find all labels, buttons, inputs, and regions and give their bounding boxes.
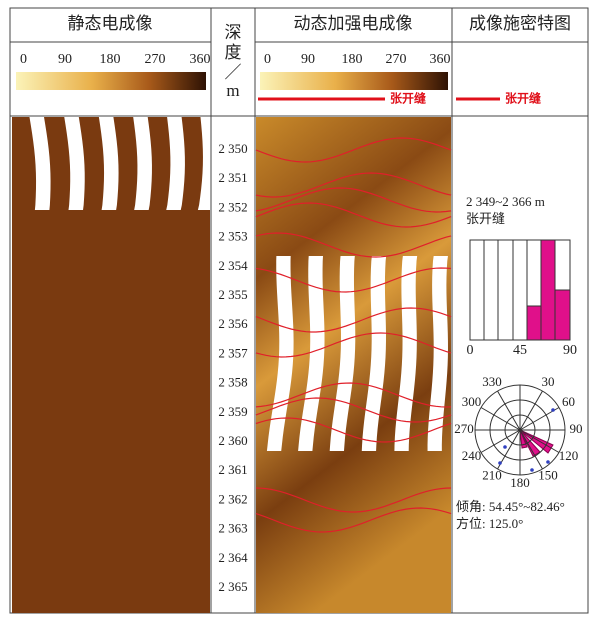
depth-label: 2 365 [218, 579, 247, 594]
depth-label: 2 364 [218, 550, 248, 565]
image-gap [329, 256, 362, 451]
azimuth: 方位: 125.0° [456, 516, 523, 531]
depth-label: 2 360 [218, 433, 247, 448]
depth-label: 2 350 [218, 141, 247, 156]
depth-label: 2 362 [218, 491, 247, 506]
histogram [469, 239, 571, 341]
header-depth: m [226, 81, 239, 100]
header-depth: ／ [225, 63, 242, 82]
image-gap [86, 117, 119, 210]
fracture-trace [255, 232, 452, 258]
dip: 倾角: 54.45°~82.46° [456, 499, 565, 514]
legend-label: 张开缝 [390, 91, 426, 106]
rose-spoke [519, 429, 543, 470]
depth-label: 2 357 [218, 345, 248, 360]
header-static: 静态电成像 [68, 14, 153, 33]
rose-label: 60 [562, 394, 575, 409]
fracture-trace [255, 382, 452, 408]
colorbar-tick: 0 [20, 52, 27, 67]
depth-label: 2 363 [218, 521, 247, 536]
image-gap [361, 256, 394, 451]
rose-label: 330 [482, 374, 502, 389]
depth-label: 2 352 [218, 199, 247, 214]
colorbar-tick: 270 [386, 52, 407, 67]
depth-label: 2 354 [218, 258, 248, 273]
colorbar-tick: 360 [190, 52, 211, 67]
histogram-tick: 45 [513, 343, 527, 358]
depth-label: 2 351 [218, 170, 247, 185]
header-feature: 成像施密特图 [469, 14, 571, 33]
rose-spoke [519, 390, 543, 431]
rose-label: 240 [462, 448, 482, 463]
image-gap [54, 117, 85, 210]
fracture-trace [255, 267, 452, 293]
image-gap [119, 117, 152, 210]
depth-label: 2 353 [218, 229, 247, 244]
colorbar-tick: 90 [301, 52, 315, 67]
rose-label: 300 [462, 394, 482, 409]
rose-label: 210 [482, 468, 502, 483]
fracture-trace [255, 137, 452, 163]
depth-label: 2 359 [218, 404, 247, 419]
rose-spokes [475, 385, 565, 475]
legend-label: 张开缝 [505, 91, 541, 106]
image-gap [297, 256, 328, 451]
fracture-trace [255, 397, 452, 423]
rose-dot [546, 460, 550, 464]
fracture-trace [255, 187, 452, 213]
colorbar-tick: 0 [264, 52, 271, 67]
depth-label: 2 356 [218, 316, 248, 331]
rose-spoke [480, 407, 521, 431]
rose-label: 180 [510, 475, 530, 490]
images [12, 117, 452, 613]
depth-label: 2 361 [218, 462, 247, 477]
fracture-trace [255, 332, 452, 358]
fracture-trace [255, 172, 452, 198]
histogram-tick: 0 [467, 343, 474, 358]
colorbar [260, 72, 448, 90]
header-depth: 度 [225, 43, 242, 62]
image-gap [394, 256, 427, 451]
depth-label: 2 358 [218, 375, 247, 390]
feature: 张开缝 [466, 211, 505, 226]
fracture-trace [255, 307, 452, 333]
header-depth: 深 [225, 23, 242, 42]
image-gap [186, 117, 210, 210]
rose-label: 120 [559, 448, 579, 463]
histogram-tick: 90 [563, 343, 577, 358]
rose-label: 150 [538, 468, 558, 483]
fracture-trace [255, 507, 452, 533]
colorbar [16, 72, 206, 90]
rose-label: 270 [454, 421, 474, 436]
colorbar-tick: 270 [145, 52, 166, 67]
interval: 2 349~2 366 m [466, 194, 545, 209]
image-gap [266, 256, 295, 451]
image-gap [427, 256, 451, 451]
rose-spoke [519, 429, 560, 453]
colorbar-tick: 180 [342, 52, 363, 67]
rose-dot [551, 408, 555, 412]
rose-dot [498, 461, 502, 465]
rose-dot [530, 468, 534, 472]
depth-label: 2 355 [218, 287, 247, 302]
image-gap [152, 117, 185, 210]
fracture-trace [255, 202, 452, 228]
fracture-trace [255, 417, 452, 443]
colorbar-tick: 360 [430, 52, 451, 67]
rose-label: 90 [570, 421, 583, 436]
image-gap [22, 117, 51, 210]
rose-label: 30 [542, 374, 555, 389]
rose-spoke [497, 390, 521, 431]
rose-dot [503, 445, 507, 449]
colorbar-tick: 90 [58, 52, 72, 67]
colorbar-tick: 180 [100, 52, 121, 67]
rose-spoke [480, 429, 521, 453]
header-dynamic: 动态加强电成像 [294, 14, 413, 33]
fracture-trace [255, 487, 452, 513]
